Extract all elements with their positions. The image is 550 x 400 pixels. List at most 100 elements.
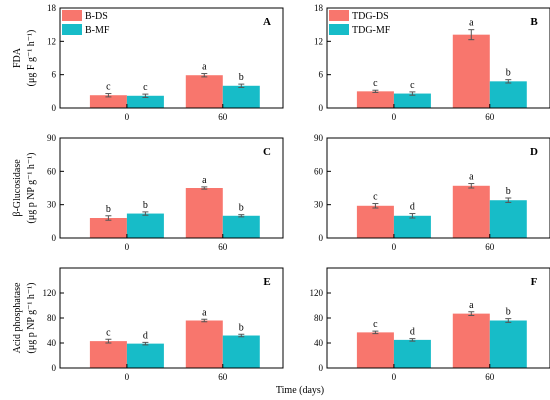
- y-tick-label: 80: [314, 313, 324, 323]
- x-tick-label: 60: [218, 242, 228, 252]
- bar-b-ds-0: [89, 95, 127, 108]
- significance-letter: b: [506, 307, 511, 318]
- bar-b-mf-60: [222, 215, 260, 238]
- bar-b-ds-0: [89, 218, 127, 238]
- bar-tdg-ds-0: [356, 332, 394, 368]
- y-tick-label: 12: [47, 36, 56, 46]
- bar-tdg-mf-60: [489, 320, 527, 368]
- panel-c: b b a b 0 30 60 90 0 60 Cβ-Glucosidase (μg p NP g⁻¹…: [12, 133, 284, 252]
- y-axis-label-unit: (μg p NP g⁻¹ h⁻¹): [26, 283, 37, 354]
- error-bar: [238, 214, 245, 218]
- y-tick-label: 0: [52, 363, 57, 373]
- y-tick-label: 6: [52, 70, 57, 80]
- y-tick-label: 0: [52, 233, 57, 243]
- x-tick-label: 60: [485, 242, 495, 252]
- x-tick-label: 0: [125, 112, 130, 122]
- significance-letter: b: [143, 200, 148, 211]
- error-bar: [105, 338, 112, 344]
- x-tick-label: 0: [392, 242, 397, 252]
- y-tick-label: 18: [47, 3, 57, 13]
- bar-tdg-ds-0: [356, 91, 394, 108]
- bar-b-ds-60: [185, 75, 223, 108]
- y-tick-label: 30: [314, 200, 324, 210]
- y-axis-label-unit: (μg p NP g⁻¹ h⁻¹): [26, 153, 37, 224]
- x-tick-label: 0: [125, 372, 130, 382]
- x-tick-label: 60: [218, 112, 228, 122]
- plot-frame: [59, 7, 284, 109]
- x-tick-label: 0: [125, 242, 130, 252]
- error-bar: [468, 183, 475, 189]
- panel-letter: A: [263, 16, 271, 28]
- significance-letter: a: [202, 307, 207, 318]
- legend-label: B-DS: [85, 11, 108, 22]
- significance-letter: b: [506, 68, 511, 79]
- panel-b: c c a b 0 6 12 18 0 60 B TDG-DS TDG-MF: [314, 3, 550, 122]
- error-bar: [409, 338, 416, 342]
- y-tick-label: 0: [319, 363, 324, 373]
- panel-f: c d a b 0 40 80 120 0 60 F: [310, 267, 550, 382]
- bar-b-mf-0: [126, 95, 164, 108]
- significance-letter: c: [373, 319, 378, 330]
- legend-swatch: [329, 24, 349, 35]
- error-bar: [372, 330, 379, 335]
- bar-tdg-ds-60: [452, 34, 490, 108]
- error-bar: [372, 89, 379, 93]
- significance-letter: c: [106, 82, 111, 93]
- bar-tdg-mf-0: [393, 93, 431, 108]
- bar-b-mf-0: [126, 213, 164, 238]
- significance-letter: a: [469, 172, 474, 183]
- y-tick-label: 12: [314, 36, 323, 46]
- y-tick-label: 0: [319, 103, 324, 113]
- y-axis-label-name: β-Glucosidase: [12, 159, 23, 217]
- legend: TDG-DS TDG-MF: [329, 10, 391, 36]
- bar-tdg-ds-0: [356, 205, 394, 238]
- bar-b-mf-0: [126, 343, 164, 368]
- significance-letter: a: [202, 62, 207, 73]
- error-bar: [105, 93, 112, 98]
- bar-tdg-ds-60: [452, 313, 490, 368]
- x-tick-label: 0: [392, 112, 397, 122]
- significance-letter: c: [373, 78, 378, 89]
- y-tick-label: 80: [47, 313, 57, 323]
- panel-e: c d a b 0 40 80 120 0 60 E Acid phosphatase (μg p NP…: [12, 267, 284, 382]
- x-tick-label: 60: [485, 372, 495, 382]
- plot-frame: [326, 137, 550, 239]
- bar-tdg-mf-60: [489, 81, 527, 108]
- y-tick-label: 120: [43, 288, 57, 298]
- significance-letter: b: [239, 203, 244, 214]
- y-tick-label: 60: [47, 166, 57, 176]
- significance-letter: d: [143, 330, 148, 341]
- panel-letter: D: [530, 146, 538, 158]
- bar-tdg-mf-0: [393, 215, 431, 238]
- significance-letter: b: [506, 186, 511, 197]
- error-bar: [505, 197, 512, 203]
- error-bar: [468, 311, 475, 316]
- error-bar: [468, 29, 475, 41]
- error-bar: [372, 203, 379, 209]
- significance-letter: c: [106, 327, 111, 338]
- y-tick-label: 0: [52, 103, 57, 113]
- significance-letter: a: [202, 175, 207, 186]
- bar-b-ds-60: [185, 320, 223, 368]
- bar-tdg-mf-0: [393, 339, 431, 368]
- significance-letter: c: [143, 82, 148, 93]
- legend-swatch: [329, 10, 349, 21]
- significance-letter: d: [410, 202, 415, 213]
- bar-tdg-mf-60: [489, 200, 527, 238]
- bar-b-ds-60: [185, 188, 223, 238]
- significance-letter: a: [469, 18, 474, 29]
- legend-label: TDG-MF: [352, 25, 391, 36]
- legend-swatch: [62, 24, 82, 35]
- y-tick-label: 60: [314, 166, 324, 176]
- y-tick-label: 0: [319, 233, 324, 243]
- y-tick-label: 40: [47, 338, 57, 348]
- y-tick-label: 120: [310, 288, 324, 298]
- panel-letter: F: [531, 276, 538, 288]
- plot-frame: [326, 7, 550, 109]
- significance-letter: c: [410, 80, 415, 91]
- bar-b-mf-60: [222, 335, 260, 368]
- error-bar: [238, 333, 245, 338]
- legend-label: TDG-DS: [352, 11, 389, 22]
- y-axis-label: FDA (μg F g⁻¹ h⁻¹): [12, 30, 37, 87]
